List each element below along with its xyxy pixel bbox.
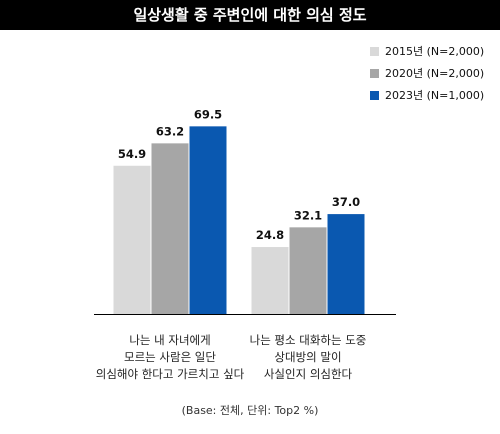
bar-cat1-series1 xyxy=(113,165,151,314)
legend-label-2023: 2023년 (N=1,000) xyxy=(385,89,485,102)
legend-swatch-2020 xyxy=(370,68,379,78)
data-label-cat1-series2: 63.2 xyxy=(156,124,184,138)
data-label-cat2-series2: 32.1 xyxy=(294,208,322,222)
bar-cat2-series1 xyxy=(251,247,289,314)
bar-cat2-series3 xyxy=(327,214,365,314)
bar-cat1-series2 xyxy=(151,143,189,314)
category-label-1-line-3: 의심해야 한다고 가르치고 싶다 xyxy=(95,367,245,381)
category-label-1: 나는 내 자녀에게 모르는 사람은 일단 의심해야 한다고 가르치고 싶다 xyxy=(65,332,275,383)
legend-item-2015: 2015년 (N=2,000) xyxy=(370,40,484,62)
legend-item-2023: 2023년 (N=1,000) xyxy=(370,84,484,106)
category-label-2-line-3: 사실인지 의심한다 xyxy=(263,367,353,381)
legend-swatch-2023 xyxy=(370,90,379,100)
data-label-cat1-series3: 69.5 xyxy=(194,107,222,121)
category-label-1-line-1: 나는 내 자녀에게 xyxy=(129,333,211,347)
category-label-2: 나는 평소 대화하는 도중 상대방의 말이 사실인지 의심한다 xyxy=(203,332,413,383)
category-label-2-line-2: 상대방의 말이 xyxy=(274,350,342,364)
category-label-1-line-2: 모르는 사람은 일단 xyxy=(124,350,216,364)
data-label-cat2-series1: 24.8 xyxy=(256,228,284,242)
legend-label-2015: 2015년 (N=2,000) xyxy=(385,45,485,58)
footnote: (Base: 전체, 단위: Top2 %) xyxy=(181,404,319,417)
legend: 2015년 (N=2,000) 2020년 (N=2,000) 2023년 (N… xyxy=(370,40,484,106)
legend-item-2020: 2020년 (N=2,000) xyxy=(370,62,484,84)
bar-cat2-series2 xyxy=(289,227,327,314)
legend-swatch-2015 xyxy=(370,46,379,56)
legend-label-2020: 2020년 (N=2,000) xyxy=(385,67,485,80)
bar-group: 54.9 63.2 69.5 24.8 32.1 37.0 xyxy=(113,107,365,314)
bar-cat1-series3 xyxy=(189,126,227,314)
data-label-cat1-series1: 54.9 xyxy=(118,147,146,161)
chart-title: 일상생활 중 주변인에 대한 의심 정도 xyxy=(0,0,500,30)
data-label-cat2-series3: 37.0 xyxy=(332,195,360,209)
category-label-2-line-1: 나는 평소 대화하는 도중 xyxy=(249,333,367,347)
